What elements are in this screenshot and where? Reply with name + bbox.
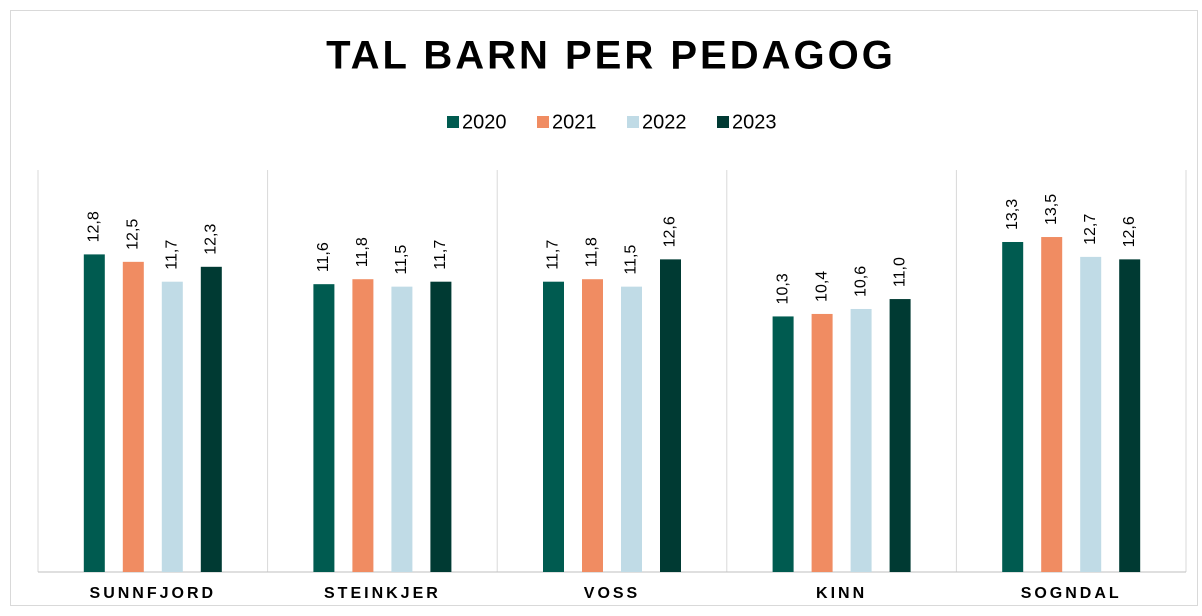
bar	[313, 284, 335, 572]
legend-label: 2023	[732, 111, 777, 133]
bar	[200, 266, 222, 572]
data-label: 12,6	[662, 216, 679, 247]
legend-swatch	[537, 116, 549, 128]
data-label: 12,5	[125, 219, 142, 250]
bar	[1041, 237, 1063, 572]
bar	[430, 281, 452, 572]
data-label: 11,7	[545, 240, 562, 270]
bar	[1119, 259, 1141, 572]
bar	[352, 279, 374, 572]
bar	[1080, 256, 1102, 572]
x-tick-label: SUNNFJORD	[90, 585, 217, 602]
data-label: 12,8	[86, 211, 103, 242]
bar	[582, 279, 603, 572]
bar	[122, 261, 144, 572]
data-label: 11,5	[623, 245, 640, 275]
data-label: 11,6	[315, 242, 332, 272]
data-label: 13,3	[1004, 199, 1021, 230]
bar	[543, 281, 564, 572]
legend-label: 2021	[552, 111, 597, 133]
bar	[772, 316, 794, 572]
bar	[83, 254, 105, 572]
x-tick-label: SOGNDAL	[1021, 585, 1122, 602]
data-label: 11,7	[164, 240, 181, 270]
data-label: 13,5	[1043, 194, 1060, 225]
data-label: 12,3	[203, 224, 220, 255]
bar	[621, 286, 642, 572]
data-label: 11,7	[432, 240, 449, 270]
bar	[811, 313, 833, 572]
data-label: 10,4	[813, 271, 830, 302]
x-tick-label: VOSS	[584, 585, 640, 602]
data-label: 10,3	[774, 273, 791, 304]
legend-swatch	[447, 116, 459, 128]
bar	[161, 281, 183, 572]
bar	[1002, 241, 1024, 572]
bar	[850, 308, 872, 572]
bar	[391, 286, 413, 572]
data-label: 10,6	[852, 266, 869, 297]
data-label: 11,8	[584, 237, 601, 267]
bar	[889, 299, 911, 572]
legend-swatch	[717, 116, 729, 128]
chart-title: TAL BARN PER PEDAGOG	[326, 34, 896, 78]
x-tick-label: KINN	[816, 585, 867, 602]
data-label: 12,7	[1082, 214, 1099, 245]
legend-label: 2020	[462, 111, 507, 133]
bar	[660, 259, 681, 572]
data-label: 11,0	[891, 257, 908, 287]
data-label: 12,6	[1121, 216, 1138, 247]
x-tick-label: STEINKJER	[324, 585, 441, 602]
data-label: 11,8	[354, 237, 371, 267]
data-label: 11,5	[393, 245, 410, 275]
legend-label: 2022	[642, 111, 687, 133]
legend-swatch	[627, 116, 639, 128]
